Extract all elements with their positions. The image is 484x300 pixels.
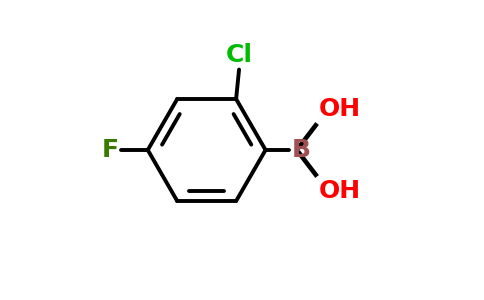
Text: OH: OH [318,179,361,203]
Text: B: B [291,138,310,162]
Text: Cl: Cl [226,43,253,67]
Text: F: F [101,138,118,162]
Text: OH: OH [318,97,361,121]
